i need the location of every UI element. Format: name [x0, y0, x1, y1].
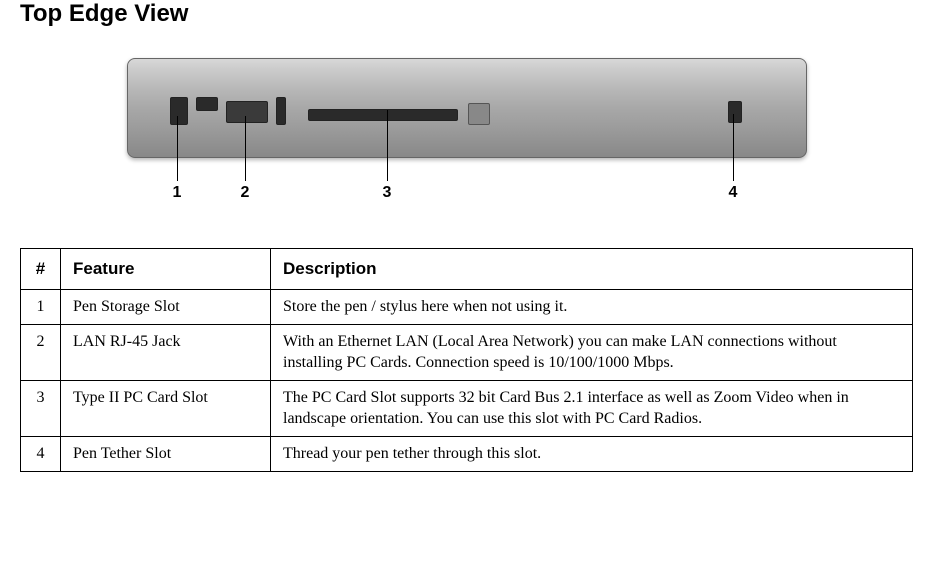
cell-description: With an Ethernet LAN (Local Area Network…: [271, 324, 913, 380]
callout-line-1: [177, 116, 178, 181]
callout-num-1: 1: [173, 184, 182, 202]
cell-feature: Pen Tether Slot: [61, 436, 271, 471]
table-header-row: # Feature Description: [21, 249, 913, 290]
spec-table: # Feature Description 1 Pen Storage Slot…: [20, 248, 913, 472]
header-feature: Feature: [61, 249, 271, 290]
cell-num: 3: [21, 380, 61, 436]
callout-num-4: 4: [729, 184, 738, 202]
device-diagram: 1 2 3 4: [127, 48, 807, 218]
page-title: Top Edge View: [20, 0, 913, 28]
header-num: #: [21, 249, 61, 290]
table-row: 4 Pen Tether Slot Thread your pen tether…: [21, 436, 913, 471]
table-row: 1 Pen Storage Slot Store the pen / stylu…: [21, 290, 913, 325]
cell-description: The PC Card Slot supports 32 bit Card Bu…: [271, 380, 913, 436]
callout-line-4: [733, 114, 734, 181]
device-body: [127, 58, 807, 158]
diagram-container: 1 2 3 4: [20, 48, 913, 218]
cell-feature: Pen Storage Slot: [61, 290, 271, 325]
cell-description: Store the pen / stylus here when not usi…: [271, 290, 913, 325]
table-row: 2 LAN RJ-45 Jack With an Ethernet LAN (L…: [21, 324, 913, 380]
cell-num: 2: [21, 324, 61, 380]
cell-description: Thread your pen tether through this slot…: [271, 436, 913, 471]
cell-num: 1: [21, 290, 61, 325]
cell-num: 4: [21, 436, 61, 471]
table-row: 3 Type II PC Card Slot The PC Card Slot …: [21, 380, 913, 436]
callout-num-3: 3: [383, 184, 392, 202]
slot-pen-storage: [170, 97, 188, 125]
slot-pen-tether: [728, 101, 742, 123]
slot-lan-jack: [226, 101, 268, 123]
cell-feature: LAN RJ-45 Jack: [61, 324, 271, 380]
slot-detail-2b: [276, 97, 286, 125]
callout-num-2: 2: [241, 184, 250, 202]
slot-detail-1b: [196, 97, 218, 111]
callout-line-2: [245, 116, 246, 181]
cell-feature: Type II PC Card Slot: [61, 380, 271, 436]
header-description: Description: [271, 249, 913, 290]
callout-line-3: [387, 110, 388, 181]
slot-detail-3b: [468, 103, 490, 125]
slot-pc-card: [308, 109, 458, 121]
